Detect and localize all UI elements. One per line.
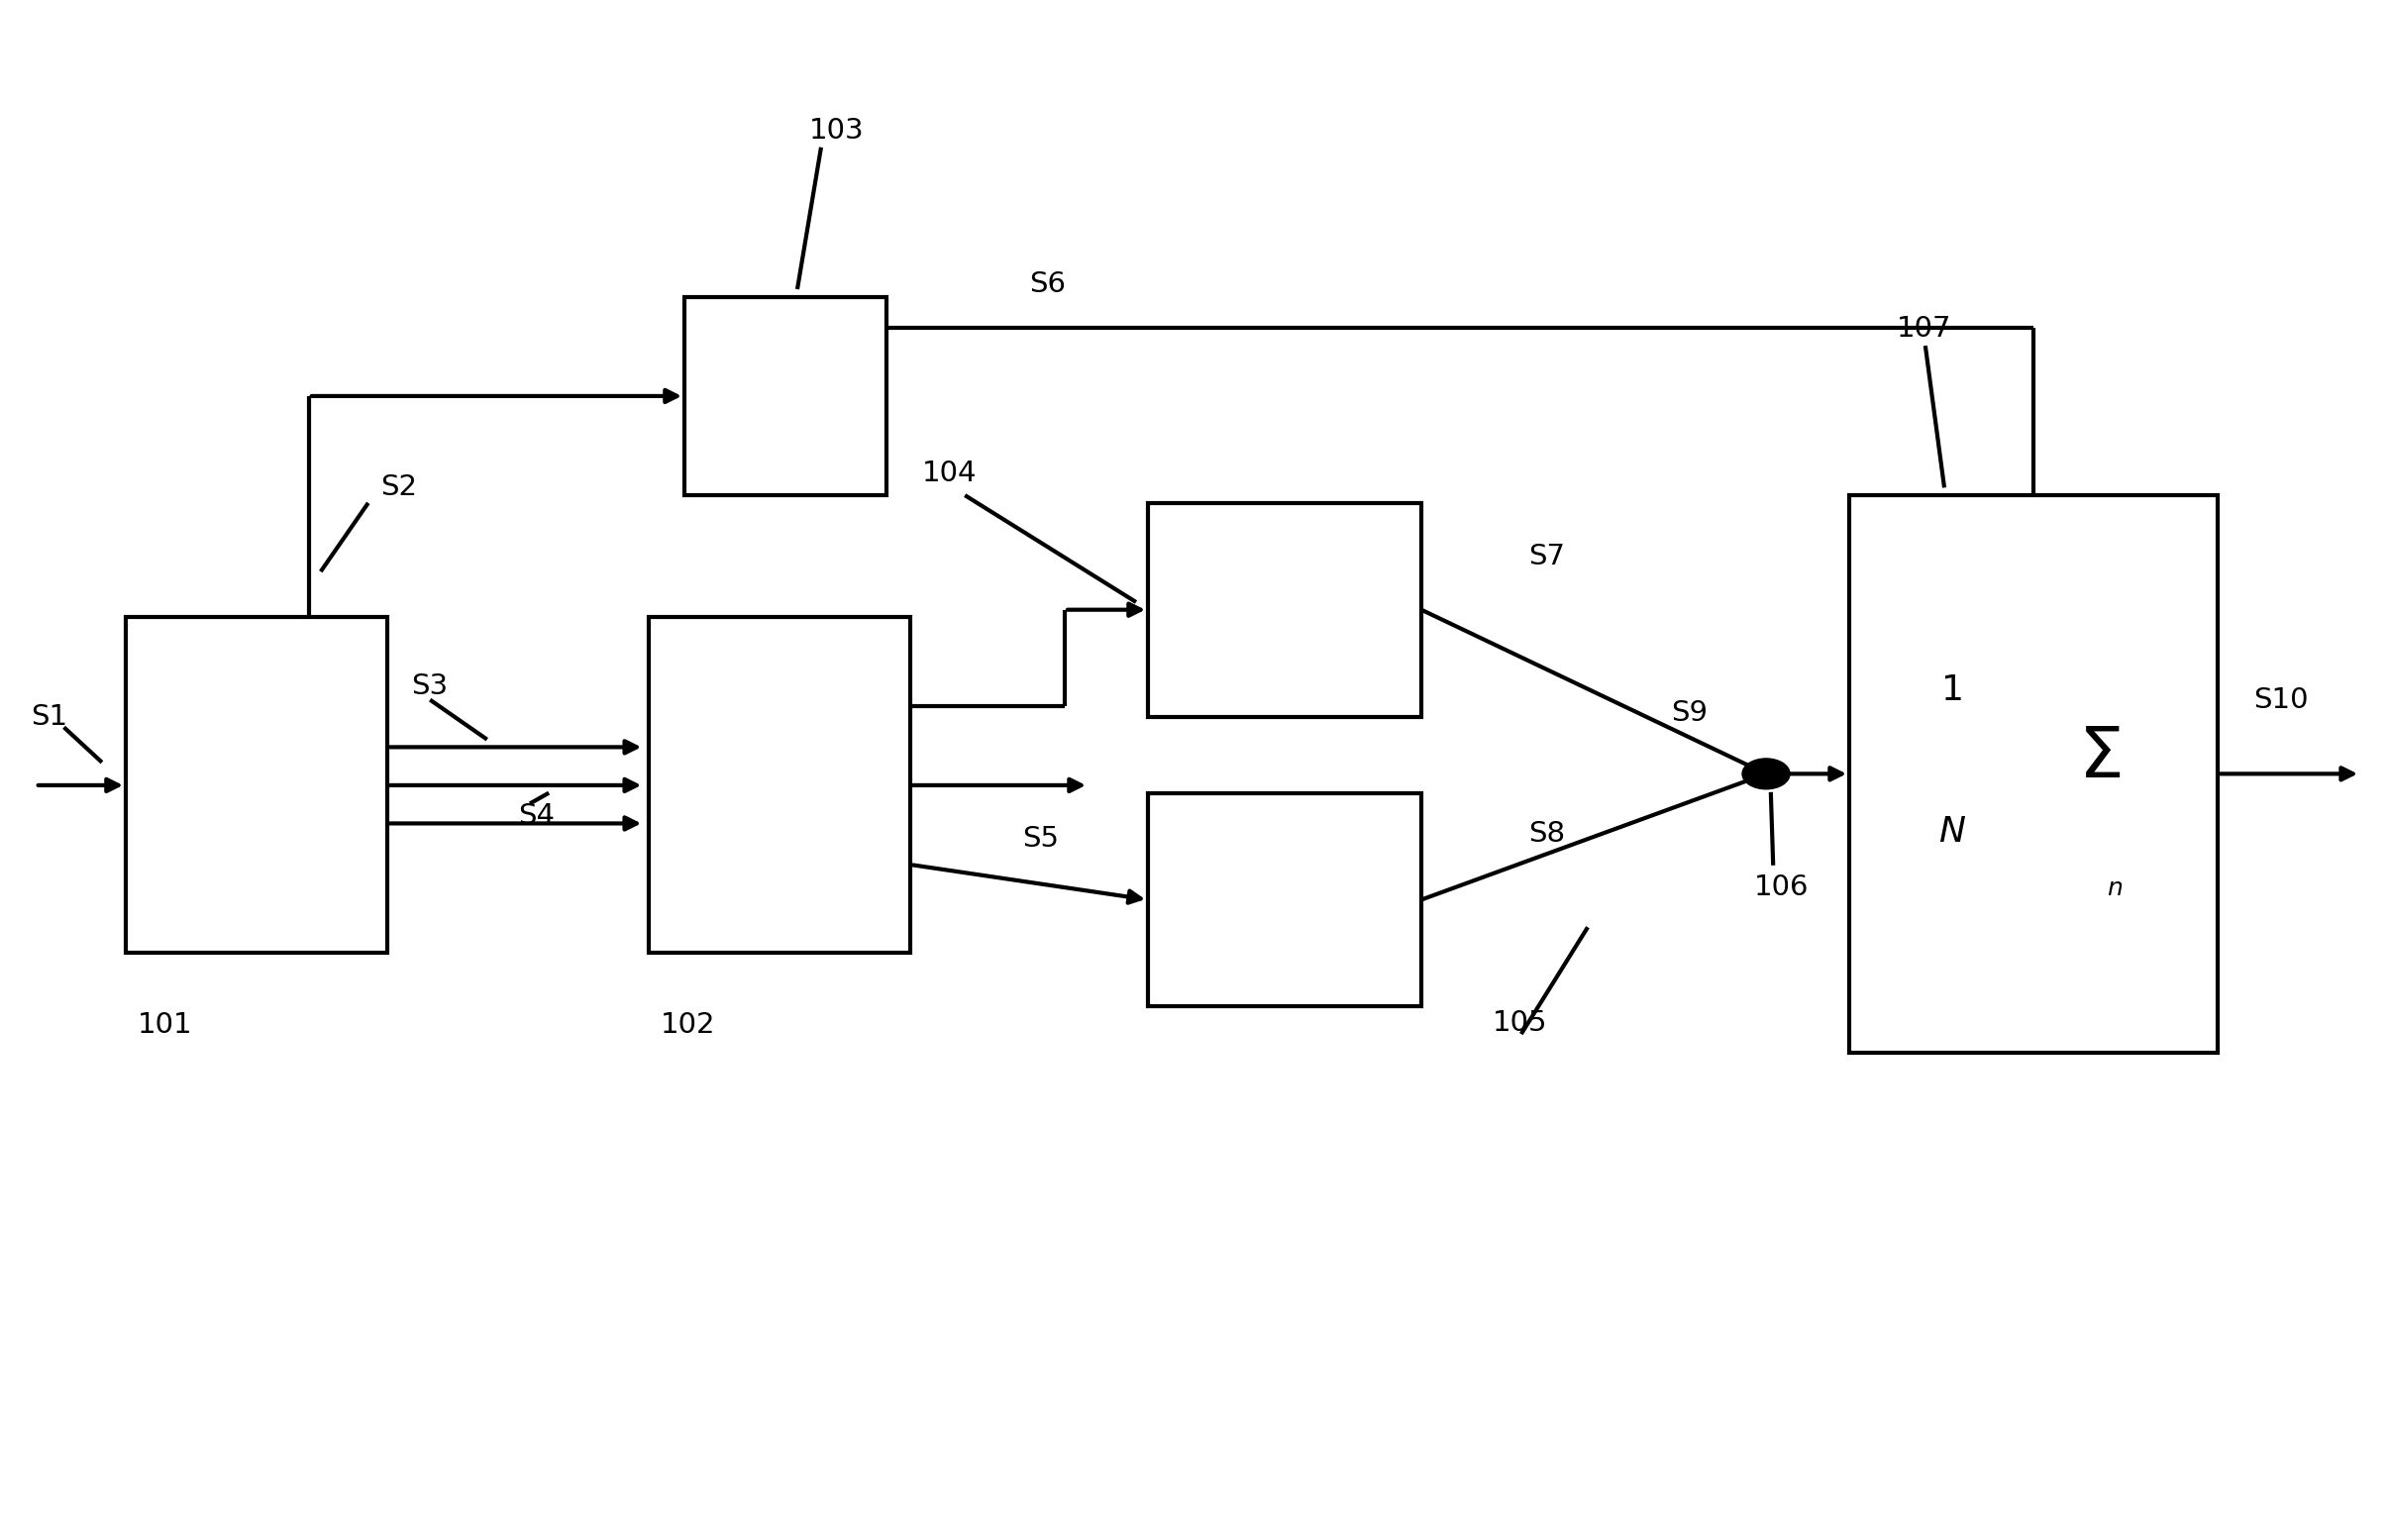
Text: S6: S6 [1028,271,1066,299]
Bar [648,618,911,953]
Text: S4: S4 [519,802,555,830]
Bar [1148,793,1420,1007]
Text: S7: S7 [1528,542,1566,570]
Text: $N$: $N$ [1939,815,1965,849]
Text: 107: 107 [1896,314,1951,343]
Text: $n$: $n$ [2106,876,2123,901]
Text: 105: 105 [1492,1009,1547,1036]
Text: $\Sigma$: $\Sigma$ [2078,724,2121,793]
Text: S10: S10 [2252,687,2307,715]
Bar [1148,504,1420,716]
Text: S8: S8 [1528,821,1566,849]
Text: S2: S2 [380,474,416,502]
Text: 1: 1 [1941,673,1963,707]
Text: S5: S5 [1023,825,1059,853]
Bar [1848,496,2219,1052]
Circle shape [1743,759,1791,788]
Text: 102: 102 [660,1012,715,1040]
Bar [684,297,887,496]
Text: 104: 104 [923,460,978,488]
Text: S9: S9 [1671,699,1707,727]
Bar [127,618,387,953]
Text: S3: S3 [411,671,447,699]
Text: 106: 106 [1755,873,1810,901]
Text: 103: 103 [808,117,863,145]
Text: 101: 101 [139,1012,194,1040]
Text: S1: S1 [31,702,67,730]
